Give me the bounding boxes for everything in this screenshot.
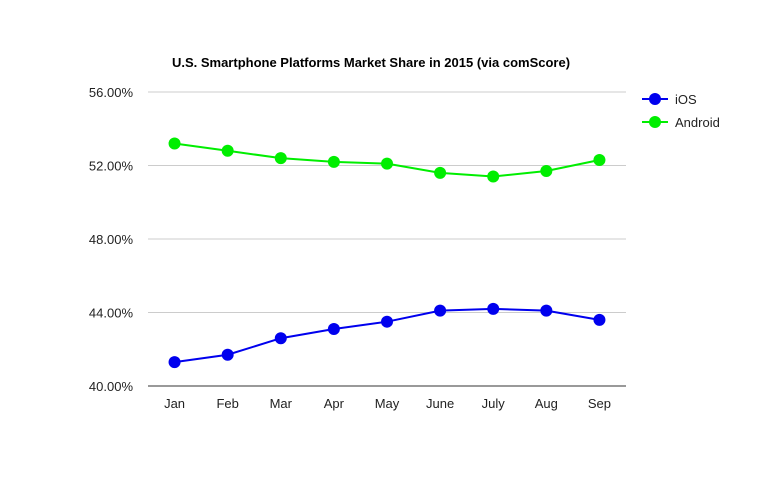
y-axis-ticks: 40.00% 44.00% 48.00% 52.00% 56.00% (89, 85, 134, 394)
data-point (540, 304, 553, 317)
series-lines (168, 137, 606, 369)
legend-swatch-marker (649, 116, 661, 128)
legend: iOS Android (642, 92, 720, 130)
x-tick-label: Jan (164, 396, 185, 411)
data-point (168, 137, 181, 150)
data-point (434, 166, 447, 179)
legend-label: Android (675, 115, 720, 130)
x-tick-label: July (482, 396, 506, 411)
data-point (487, 170, 500, 183)
data-point (381, 157, 393, 170)
y-tick-label: 40.00% (89, 379, 134, 394)
data-point (540, 165, 553, 178)
y-tick-label: 44.00% (89, 306, 134, 321)
series-android (168, 137, 606, 183)
series-ios (168, 302, 606, 369)
x-tick-label: June (426, 396, 454, 411)
legend-swatch-marker (649, 93, 661, 105)
data-point (274, 332, 287, 345)
y-tick-label: 52.00% (89, 159, 134, 174)
data-point (593, 153, 606, 166)
x-tick-label: May (375, 396, 400, 411)
data-point (381, 315, 393, 328)
data-point (221, 144, 234, 157)
x-tick-label: Aug (535, 396, 558, 411)
x-axis-ticks: Jan Feb Mar Apr May June July Aug Sep (164, 396, 611, 411)
y-tick-label: 48.00% (89, 232, 134, 247)
data-point (327, 323, 340, 336)
data-point (487, 302, 500, 315)
gridlines (148, 91, 626, 387)
x-tick-label: Mar (270, 396, 293, 411)
data-point (221, 348, 234, 361)
data-point (168, 356, 181, 369)
data-point (274, 152, 287, 165)
legend-item: Android (642, 115, 720, 130)
x-tick-label: Apr (324, 396, 345, 411)
x-tick-label: Feb (216, 396, 238, 411)
legend-label: iOS (675, 92, 697, 107)
data-point (327, 155, 340, 168)
x-tick-label: Sep (588, 396, 611, 411)
y-tick-label: 56.00% (89, 85, 134, 100)
legend-item: iOS (642, 92, 697, 107)
data-point (593, 313, 606, 326)
chart-title: U.S. Smartphone Platforms Market Share i… (172, 55, 570, 70)
data-point (434, 304, 447, 317)
